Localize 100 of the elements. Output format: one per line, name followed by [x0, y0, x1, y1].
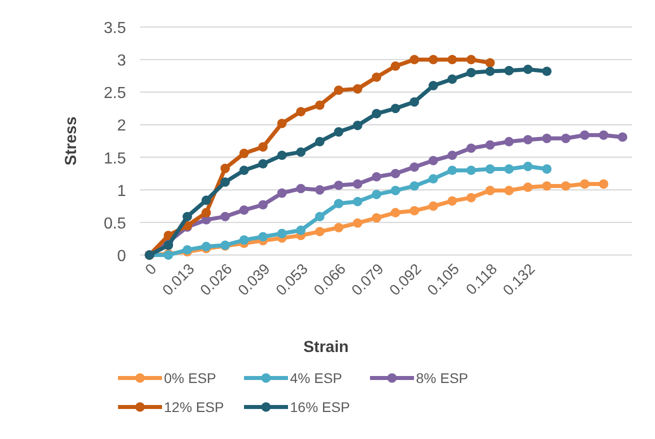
- y-tick-label: 0.5: [104, 215, 126, 232]
- point: [466, 54, 476, 64]
- point: [390, 168, 400, 178]
- point: [410, 181, 420, 191]
- point: [258, 159, 268, 169]
- y-tick-label: 2: [117, 118, 126, 135]
- point: [598, 130, 608, 140]
- y-tick-label: 3.5: [104, 20, 126, 37]
- point: [504, 66, 514, 76]
- point: [448, 74, 457, 84]
- point: [485, 140, 495, 150]
- point: [372, 172, 382, 182]
- point: [334, 85, 344, 95]
- point: [485, 66, 495, 76]
- point: [523, 64, 533, 74]
- point: [390, 61, 400, 71]
- point: [542, 66, 552, 76]
- point: [277, 188, 287, 198]
- point: [164, 240, 174, 250]
- point: [485, 164, 495, 174]
- point: [466, 68, 476, 78]
- point: [428, 156, 438, 166]
- y-tick-label: 1: [117, 182, 126, 200]
- point: [334, 127, 344, 137]
- point: [523, 162, 533, 172]
- point: [410, 206, 420, 216]
- point: [598, 179, 608, 189]
- point: [258, 142, 268, 152]
- point: [334, 198, 344, 208]
- point: [220, 177, 230, 187]
- point: [220, 212, 230, 222]
- point: [258, 232, 268, 242]
- point: [504, 136, 514, 146]
- point: [202, 196, 211, 205]
- legend-label: 12% ESP: [164, 399, 224, 415]
- point: [410, 162, 420, 172]
- point: [277, 150, 287, 160]
- point: [448, 166, 457, 176]
- point: [448, 54, 457, 64]
- legend-label: 16% ESP: [290, 399, 350, 415]
- point: [315, 136, 324, 146]
- point: [561, 181, 570, 191]
- y-axis-title: Stress: [63, 116, 80, 166]
- legend-label: 0% ESP: [164, 370, 216, 386]
- point: [618, 132, 628, 142]
- point: [466, 192, 476, 202]
- point: [580, 130, 590, 140]
- point: [428, 174, 438, 184]
- point: [352, 84, 362, 94]
- point: [372, 72, 382, 82]
- point: [561, 134, 570, 144]
- point: [296, 226, 306, 235]
- point: [182, 212, 192, 222]
- point: [296, 106, 306, 116]
- point: [296, 184, 306, 194]
- point: [485, 186, 495, 196]
- point: [580, 179, 590, 189]
- point: [315, 100, 324, 110]
- point: [296, 147, 306, 157]
- point: [428, 80, 438, 90]
- point: [315, 185, 324, 195]
- point: [504, 164, 514, 174]
- point: [410, 97, 420, 107]
- y-tick-label: 1.5: [104, 150, 126, 168]
- point: [352, 218, 362, 228]
- point: [390, 104, 400, 114]
- point: [352, 179, 362, 189]
- point: [485, 58, 495, 68]
- point: [428, 54, 438, 64]
- y-tick-label: 2.5: [104, 85, 126, 102]
- point: [466, 166, 476, 176]
- point: [202, 208, 211, 218]
- point: [315, 226, 324, 236]
- point: [523, 182, 533, 192]
- point: [372, 213, 382, 223]
- point: [448, 196, 457, 206]
- x-axis-title: Strain: [303, 339, 349, 356]
- point: [428, 201, 438, 211]
- x-tick-label: 0: [142, 260, 160, 279]
- point: [239, 205, 249, 215]
- point: [523, 134, 533, 144]
- point: [334, 180, 344, 190]
- point: [372, 190, 382, 200]
- point: [220, 164, 230, 174]
- point: [466, 143, 476, 153]
- point: [542, 181, 552, 191]
- point: [504, 186, 514, 196]
- point: [352, 120, 362, 130]
- point: [315, 212, 324, 222]
- point: [239, 166, 249, 176]
- y-tick-label: 3: [117, 52, 126, 70]
- point: [239, 148, 249, 158]
- point: [277, 118, 287, 128]
- point: [372, 108, 382, 118]
- point: [390, 208, 400, 218]
- point: [352, 196, 362, 206]
- point: [542, 134, 552, 144]
- point: [390, 186, 400, 196]
- y-tick-label: 0: [117, 248, 126, 265]
- point: [334, 222, 344, 232]
